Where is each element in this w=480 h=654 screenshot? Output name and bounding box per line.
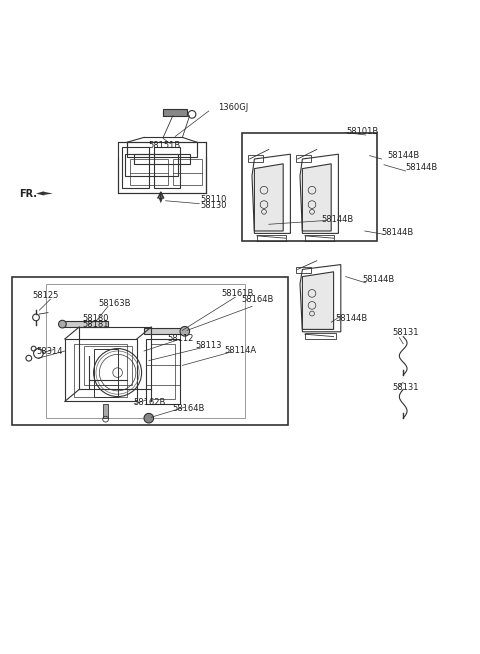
Text: 58180: 58180: [83, 314, 109, 323]
Text: 58144B: 58144B: [362, 275, 395, 283]
Bar: [127, 142, 197, 156]
Text: 58113: 58113: [196, 341, 222, 350]
Text: 58181: 58181: [83, 320, 109, 329]
Bar: [84, 346, 132, 385]
Text: 58114A: 58114A: [225, 345, 257, 354]
Text: 58144B: 58144B: [388, 150, 420, 160]
Text: FR.: FR.: [19, 188, 37, 199]
Bar: [62, 321, 108, 327]
Bar: [154, 147, 180, 188]
Text: 58112: 58112: [167, 334, 193, 343]
Text: 58162B: 58162B: [133, 398, 166, 407]
Bar: [248, 155, 263, 162]
Bar: [163, 109, 187, 116]
Text: 58125: 58125: [33, 291, 59, 300]
Polygon shape: [158, 198, 163, 203]
Text: 58163B: 58163B: [98, 300, 131, 309]
Text: 58164B: 58164B: [173, 404, 205, 413]
Polygon shape: [254, 164, 283, 231]
Bar: [122, 147, 149, 188]
Text: 58144B: 58144B: [335, 314, 367, 323]
Text: 58314: 58314: [36, 347, 62, 356]
Bar: [46, 284, 245, 418]
Bar: [173, 159, 202, 185]
Bar: [130, 159, 168, 185]
Bar: [94, 349, 118, 396]
Circle shape: [59, 320, 66, 328]
Bar: [296, 155, 311, 162]
Bar: [134, 154, 190, 164]
Bar: [12, 277, 288, 425]
Bar: [118, 142, 206, 192]
Text: 58144B: 58144B: [382, 228, 414, 237]
Text: 58164B: 58164B: [241, 295, 273, 304]
Text: 58131: 58131: [393, 383, 419, 392]
Bar: [305, 334, 336, 339]
Polygon shape: [302, 272, 334, 330]
Text: 58110: 58110: [201, 195, 227, 204]
Text: 58144B: 58144B: [406, 163, 438, 171]
Polygon shape: [36, 191, 53, 196]
Text: 1360GJ: 1360GJ: [218, 103, 249, 112]
Bar: [103, 404, 108, 418]
Bar: [74, 344, 127, 396]
Bar: [144, 328, 185, 334]
Bar: [296, 267, 311, 273]
Polygon shape: [302, 164, 331, 231]
Bar: [125, 154, 178, 176]
Text: 58130: 58130: [201, 201, 227, 210]
Bar: [242, 133, 377, 241]
Circle shape: [144, 413, 154, 423]
Text: 58161B: 58161B: [222, 289, 254, 298]
Text: 58101B: 58101B: [346, 127, 379, 136]
Text: 58151B: 58151B: [149, 141, 181, 150]
Circle shape: [180, 326, 190, 336]
Bar: [65, 339, 137, 402]
Bar: [146, 339, 180, 404]
Text: 58144B: 58144B: [322, 215, 354, 224]
Bar: [305, 235, 334, 241]
Text: 58131: 58131: [393, 328, 419, 337]
Bar: [257, 235, 286, 241]
Bar: [151, 344, 175, 399]
